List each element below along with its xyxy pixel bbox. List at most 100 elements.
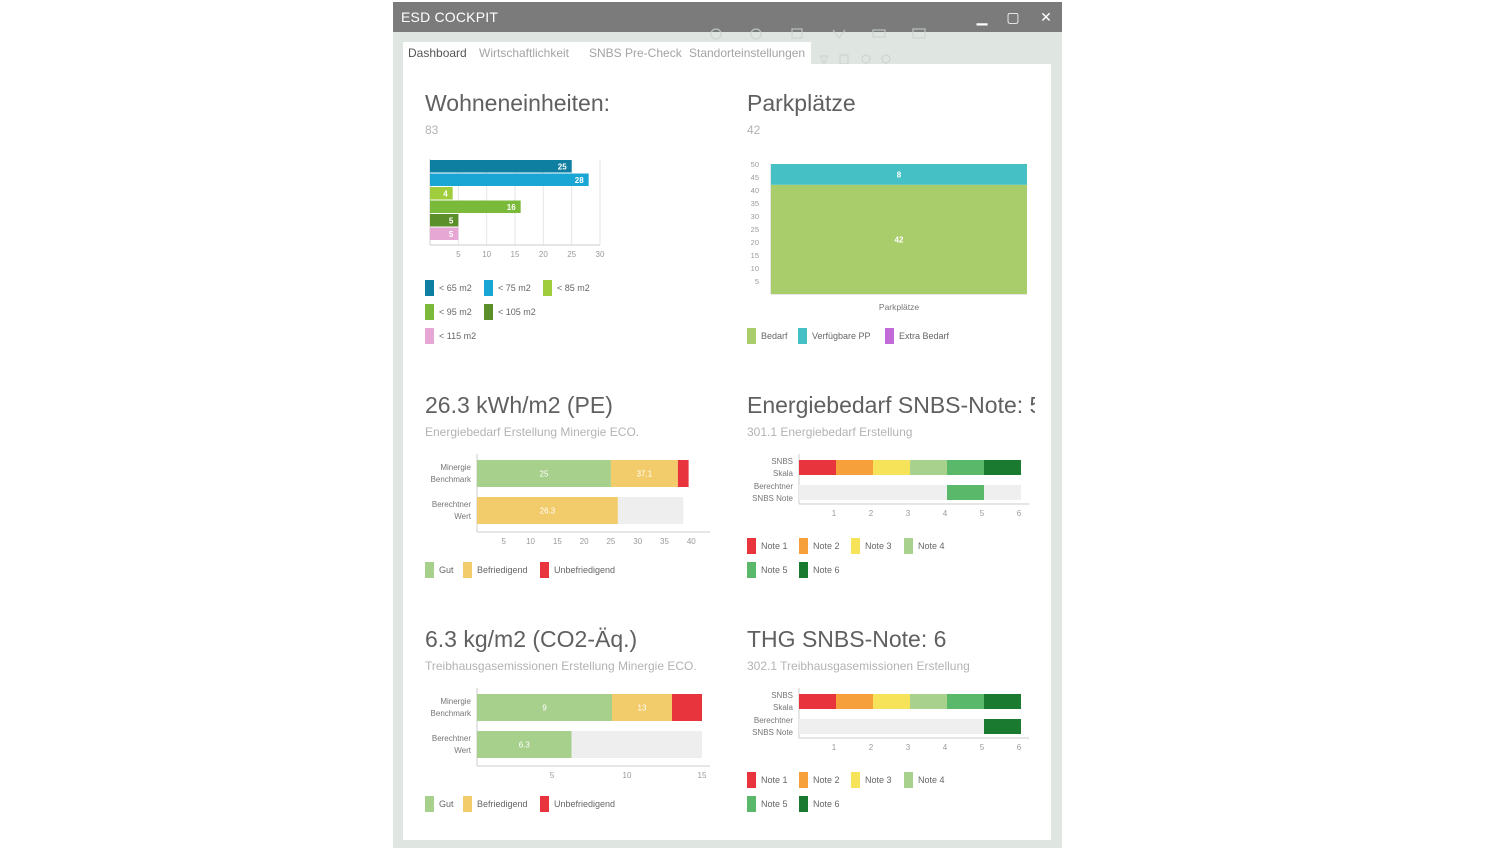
panel-parkplaetze: Parkplätze 42 5 10 15 20 25 30 35 40 45 50 42 8 Park…	[747, 90, 1047, 350]
user-icon	[861, 54, 871, 64]
minimize-button[interactable]: ▁	[976, 9, 988, 25]
legend-swatch	[484, 304, 493, 320]
row-label: SNBS Note	[752, 494, 793, 503]
bar-segment	[612, 694, 672, 721]
legend-swatch	[885, 328, 894, 344]
x-axis-label: Parkplätze	[879, 302, 919, 312]
y-tick-label: 50	[751, 160, 759, 169]
panel-wohneinheiten: Wohneneinheiten: 83 5 10 15 20 25 30 25 28 4 16 5 5…	[425, 90, 725, 350]
bar-value-label: 9	[542, 704, 547, 713]
bar-value-label: 5	[449, 230, 454, 239]
row-label: Berechtner	[754, 716, 793, 725]
panel-snbs-energie: Energiebedarf SNBS-Note: 5 301.1 Energie…	[747, 392, 1047, 592]
legend-label: Extra Bedarf	[899, 331, 950, 341]
x-tick-label: 10	[526, 537, 535, 546]
maximize-button[interactable]: ▢	[1006, 9, 1020, 25]
row-label: Berechtner	[432, 734, 471, 743]
legend-label: Verfügbare PP	[812, 331, 871, 341]
check-icon	[832, 29, 846, 39]
row-label: SNBS	[771, 691, 793, 700]
snbs-thg-title: THG SNBS-Note: 6	[747, 626, 947, 652]
park-legend: Bedarf Verfügbare PP Extra Bedarf	[747, 328, 1047, 348]
snbs-energy-subtitle: 301.1 Energiebedarf Erstellung	[747, 425, 913, 439]
window-title: ESD COCKPIT	[401, 9, 499, 25]
legend-swatch	[798, 328, 807, 344]
save-icon	[791, 28, 803, 39]
bar-value-label: 6.3	[519, 741, 531, 750]
snbs-energy-chart: SNBS Skala Berechtner SNBS Note 1 2 3 4 5 6	[752, 454, 1029, 518]
legend-swatch	[463, 796, 472, 812]
legend-label: Note 4	[918, 775, 945, 785]
bar	[430, 200, 521, 213]
wohn-legend: < 65 m2 < 75 m2 < 85 m2 < 95 m2 < 105 m2 < 11…	[425, 280, 725, 350]
legend-swatch	[425, 328, 434, 344]
x-tick-label: 35	[660, 537, 669, 546]
legend-label: Note 4	[918, 541, 945, 551]
bar	[430, 214, 459, 227]
legend-swatch	[904, 772, 913, 788]
row-label: SNBS	[771, 457, 793, 466]
folder-icon	[872, 29, 886, 38]
legend-label: < 65 m2	[439, 283, 472, 293]
bar-value-label: 13	[638, 704, 647, 713]
energy-title: 26.3 kWh/m2 (PE)	[425, 392, 613, 418]
legend-swatch	[543, 280, 552, 296]
legend-label: Note 2	[813, 541, 840, 551]
x-tick-label: 5	[980, 743, 985, 752]
x-tick-label: 5	[502, 537, 507, 546]
title-bar[interactable]: ESD COCKPIT ▁ ▢ ✕	[393, 2, 1062, 32]
legend-swatch	[540, 796, 549, 812]
legend-label: Gut	[439, 799, 454, 809]
row-label: Wert	[454, 746, 472, 755]
x-tick-label: 5	[456, 250, 461, 259]
bar-segment	[477, 460, 611, 487]
copy-icon	[839, 54, 849, 65]
dashboard-content: Wohneneinheiten: 83 5 10 15 20 25 30 25 28 4 16 5 5…	[403, 64, 1051, 840]
x-tick-label: 6	[1017, 509, 1022, 518]
scale-segment	[947, 694, 984, 709]
row-label: Berechtner	[754, 482, 793, 491]
bar-value-label: 25	[540, 470, 549, 479]
legend-label: Unbefriedigend	[554, 799, 616, 809]
refresh-icon	[710, 28, 722, 40]
grade-track	[799, 485, 1021, 500]
bar-segment	[477, 694, 612, 721]
legend-swatch	[747, 328, 756, 344]
tab-snbs-pre-check[interactable]: SNBS Pre-Check	[589, 46, 682, 60]
y-tick-label: 35	[751, 199, 759, 208]
park-chart: 5 10 15 20 25 30 35 40 45 50 42 8 Parkplätze	[751, 160, 1027, 312]
scale-segment	[873, 460, 910, 475]
co2-chart: Minergie Benchmark Berechtner Wert 9 13 6.3 5 10…	[431, 688, 710, 780]
tab-dashboard[interactable]: Dashboard	[408, 46, 467, 60]
app-window: ESD COCKPIT ▁ ▢ ✕ Dashboard Wirtschaftli…	[393, 2, 1062, 848]
close-button[interactable]: ✕	[1040, 9, 1052, 25]
bar-value-label: 8	[897, 170, 902, 179]
legend-swatch	[799, 796, 808, 812]
bar-value-label: 16	[507, 203, 516, 212]
legend-swatch	[747, 562, 756, 578]
legend-label: Note 1	[761, 775, 788, 785]
bar	[430, 173, 589, 186]
y-tick-label: 20	[751, 238, 759, 247]
legend-label: Note 5	[761, 799, 788, 809]
legend-swatch	[540, 562, 549, 578]
bar-segment	[617, 497, 684, 524]
y-tick-label: 25	[751, 225, 759, 234]
legend-label: Befriedigend	[477, 799, 528, 809]
tab-wirtschaftlichkeit[interactable]: Wirtschaftlichkeit	[479, 46, 570, 60]
bar-segment	[771, 184, 1027, 294]
x-tick-label: 1	[832, 509, 837, 518]
legend-label: Note 5	[761, 565, 788, 575]
tab-standorteinstellungen[interactable]: Standorteinstellungen	[689, 46, 806, 60]
legend-label: < 95 m2	[439, 307, 472, 317]
scale-segment	[799, 460, 836, 475]
print-icon	[912, 28, 926, 39]
legend-swatch	[425, 304, 434, 320]
legend-swatch	[463, 562, 472, 578]
co2-legend: Gut Befriedigend Unbefriedigend	[425, 796, 725, 816]
bar	[430, 227, 459, 240]
energy-subtitle: Energiebedarf Erstellung Minergie ECO.	[425, 425, 640, 439]
legend-label: < 75 m2	[498, 283, 531, 293]
bar-value-label: 25	[558, 162, 567, 171]
x-tick-label: 3	[906, 509, 911, 518]
